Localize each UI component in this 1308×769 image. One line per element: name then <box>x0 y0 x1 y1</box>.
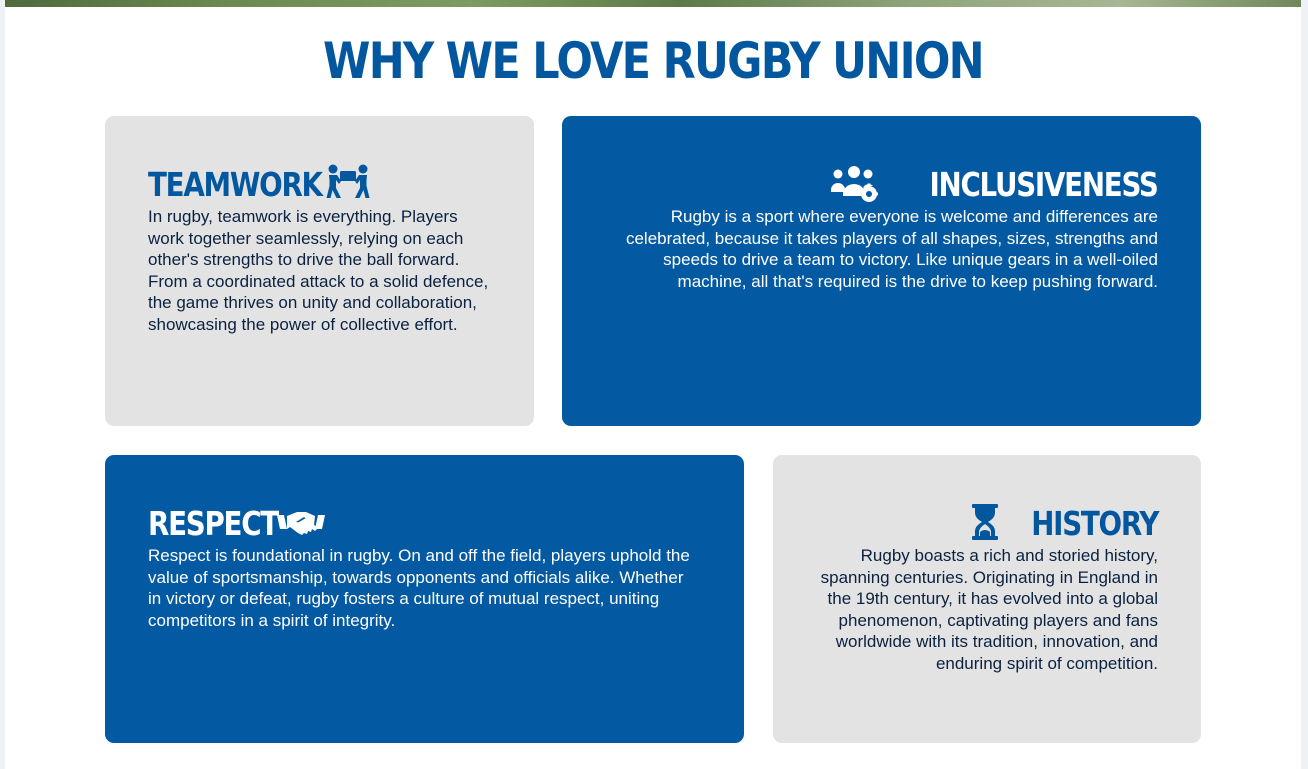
history-text: Rugby boasts a rich and storied history,… <box>820 546 1158 673</box>
respect-heading: RESPECT <box>148 503 701 545</box>
inclusiveness-card: INCLUSIVENESS Rugby is a sport where eve… <box>562 116 1201 426</box>
history-title: HISTORY <box>1030 504 1159 543</box>
teamwork-title: TEAMWORK <box>148 165 323 204</box>
respect-title: RESPECT <box>148 504 279 543</box>
users-gear-icon <box>830 164 880 207</box>
teamwork-card: TEAMWORK In rugby, teamwork is everythin… <box>105 116 534 426</box>
respect-card: RESPECT Respect is foundational in rugby… <box>105 455 744 743</box>
inclusiveness-text: Rugby is a sport where everyone is welco… <box>625 207 1158 291</box>
section-title: WHY WE LOVE RUGBY UNION <box>323 32 985 90</box>
handshake-icon <box>276 507 325 542</box>
history-card: HISTORY Rugby boasts a rich and storied … <box>773 455 1201 743</box>
people-carry-icon <box>325 164 371 207</box>
teamwork-text: In rugby, teamwork is everything. Player… <box>148 207 489 334</box>
hero-image-strip <box>5 0 1301 7</box>
hourglass-icon <box>971 503 999 546</box>
teamwork-heading: TEAMWORK <box>148 164 491 206</box>
history-heading: HISTORY <box>816 503 1159 546</box>
inclusiveness-title: INCLUSIVENESS <box>929 165 1159 204</box>
page: WHY WE LOVE RUGBY UNION TEAMWORK In rugb… <box>5 0 1301 769</box>
inclusiveness-heading: INCLUSIVENESS <box>605 164 1159 207</box>
respect-text: Respect is foundational in rugby. On and… <box>148 546 690 630</box>
